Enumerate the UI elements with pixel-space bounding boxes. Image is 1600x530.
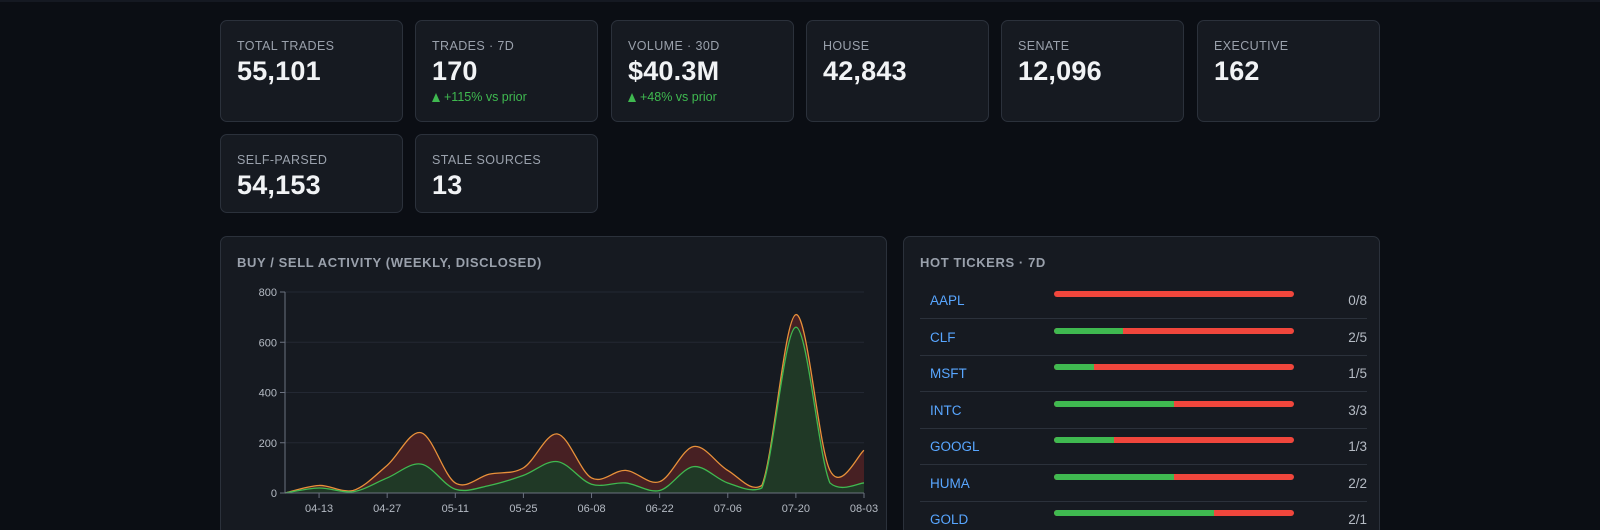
x-tick-label: 07-06 [714,503,742,515]
stat-value: 54,153 [237,170,321,200]
stat-value: 42,843 [823,56,907,86]
stat-card-trades-7d: TRADES · 7D 170 +115% vs prior [415,20,598,122]
stat-label: VOLUME · 30D [628,39,720,53]
stat-label: SENATE [1018,39,1070,53]
ticker-row[interactable]: HUMA 2/2 [920,466,1367,502]
stat-card-volume-30d: VOLUME · 30D $40.3M +48% vs prior [611,20,794,122]
x-tick-label: 05-11 [442,503,469,515]
y-tick-label: 800 [259,287,277,299]
tickers-panel-title: HOT TICKERS · 7D [920,255,1046,270]
stat-label: SELF-PARSED [237,153,328,167]
buy-portion-bar [1054,400,1174,407]
stat-label: EXECUTIVE [1214,39,1289,53]
series-line-0 [284,313,865,494]
buy-sell-chart: 0 200 400 600 800 04-13 04-27 05-11 05-25 06-08 06… [259,287,878,515]
ticker-row[interactable]: GOOGL 1/3 [920,429,1367,465]
stat-delta: +115% vs prior [432,90,581,105]
x-tick-label: 05-25 [509,503,537,515]
ticker-symbol-link[interactable]: GOOGL [930,439,980,454]
stat-label: HOUSE [823,39,870,53]
up-arrow-icon [628,93,636,102]
stat-value: 12,096 [1018,56,1102,86]
buy-sell-count: 0/8 [1348,293,1367,308]
y-tick-label: 0 [271,488,277,500]
x-tick-label: 04-13 [305,503,333,515]
stat-card-senate: SENATE 12,096 [1001,20,1184,122]
stat-delta-text: +48% vs prior [640,90,717,104]
buy-sell-count: 1/5 [1348,366,1367,381]
buy-sell-ratio-bar [1054,437,1294,443]
ticker-symbol-link[interactable]: HUMA [930,475,970,491]
buy-sell-ratio-bar [1054,291,1294,297]
series-area-1 [285,327,864,493]
ticker-row[interactable]: INTC 3/3 [920,393,1367,429]
buy-sell-chart-panel: BUY / SELL ACTIVITY (WEEKLY, DISCLOSED) … [220,236,887,530]
buy-portion-bar [1054,364,1094,370]
buy-sell-ratio-bar [1054,364,1294,370]
y-tick-label: 600 [259,337,277,349]
stat-label: STALE SOURCES [432,153,542,167]
buy-portion-bar [1054,510,1214,516]
x-tick-label: 06-22 [646,503,674,515]
stat-value: 162 [1214,56,1260,86]
buy-sell-count: 3/3 [1348,402,1367,418]
stat-card-executive: EXECUTIVE 162 [1197,20,1380,122]
buy-sell-ratio-bar [1054,473,1294,480]
ticker-symbol-link[interactable]: INTC [930,402,962,418]
y-tick-label: 200 [259,438,277,450]
ticker-symbol-link[interactable]: MSFT [930,366,967,381]
x-tick-label: 04-27 [373,503,401,515]
buy-portion-bar [1054,473,1174,480]
stat-value: $40.3M [628,56,720,86]
stat-label: TOTAL TRADES [237,39,335,53]
chart-panel-title: BUY / SELL ACTIVITY (WEEKLY, DISCLOSED) [237,255,542,270]
buy-sell-ratio-bar [1054,510,1294,516]
x-tick-label: 06-08 [577,503,605,515]
buy-portion-bar [1054,437,1114,443]
ticker-symbol-link[interactable]: GOLD [930,512,969,527]
ticker-row[interactable]: AAPL 0/8 [920,283,1367,319]
stat-value: 55,101 [237,56,321,86]
series-line-1 [284,326,865,494]
stat-value: 13 [432,170,463,200]
x-tick-label: 07-20 [782,503,810,515]
ticker-symbol-link[interactable]: AAPL [930,293,965,308]
buy-sell-ratio-bar [1054,327,1294,334]
stat-card-house: HOUSE 42,843 [806,20,989,122]
stat-delta-text: +115% vs prior [444,90,527,104]
ticker-row[interactable]: GOLD 2/1 [920,502,1367,530]
top-border [0,0,1600,2]
ticker-row[interactable]: MSFT 1/5 [920,356,1367,392]
stat-card-stale-sources: STALE SOURCES 13 [415,134,598,213]
buy-sell-count: 2/2 [1348,475,1367,491]
y-tick-label: 400 [259,388,277,400]
stat-card-total-trades: TOTAL TRADES 55,101 [220,20,403,122]
buy-sell-count: 2/1 [1348,512,1367,527]
buy-sell-ratio-bar [1054,400,1294,407]
ticker-row[interactable]: CLF 2/5 [920,320,1367,356]
x-tick-label: 08-03 [850,503,878,515]
stat-delta: +48% vs prior [628,90,777,105]
stat-card-self-parsed: SELF-PARSED 54,153 [220,134,403,213]
ticker-symbol-link[interactable]: CLF [930,329,956,345]
stat-label: TRADES · 7D [432,39,515,53]
series-area-0 [285,314,864,493]
up-arrow-icon [432,93,440,102]
stat-value: 170 [432,56,478,86]
buy-portion-bar [1054,327,1123,334]
buy-sell-count: 2/5 [1348,329,1367,345]
buy-sell-count: 1/3 [1348,439,1367,454]
hot-tickers-panel: HOT TICKERS · 7D AAPL 0/8 CLF 2/5 MSFT 1/5 INT… [903,236,1380,530]
